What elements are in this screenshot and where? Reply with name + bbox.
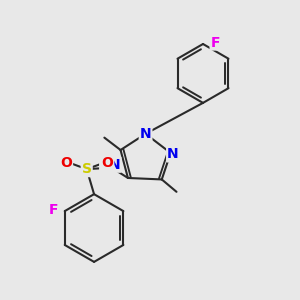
Text: O: O bbox=[60, 156, 72, 170]
Text: F: F bbox=[211, 35, 220, 50]
Text: F: F bbox=[49, 202, 58, 217]
Text: N: N bbox=[140, 127, 152, 141]
Text: N: N bbox=[109, 158, 121, 172]
Text: N: N bbox=[167, 147, 179, 161]
Text: S: S bbox=[82, 162, 92, 176]
Text: H: H bbox=[100, 158, 110, 171]
Text: O: O bbox=[101, 156, 113, 170]
